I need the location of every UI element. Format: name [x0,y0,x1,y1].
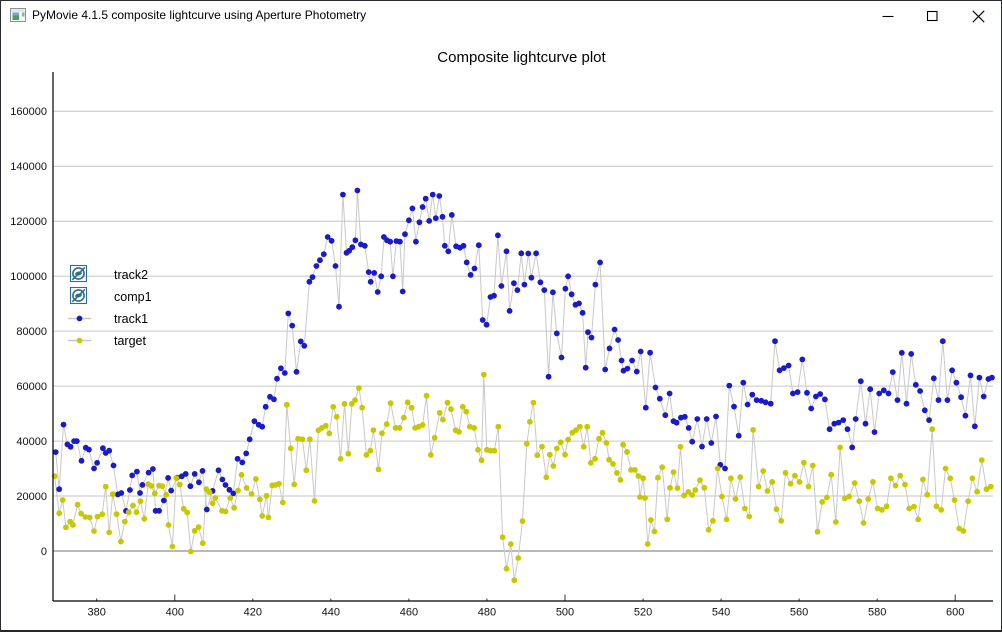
svg-text:40000: 40000 [16,436,47,448]
svg-text:480: 480 [478,607,496,619]
svg-text:0: 0 [41,546,47,558]
svg-text:140000: 140000 [10,161,47,173]
svg-text:20000: 20000 [16,491,47,503]
svg-text:420: 420 [244,607,262,619]
svg-text:track1: track1 [114,312,148,326]
svg-text:PyMovie 4.1.5 composite lightc: PyMovie 4.1.5 composite lightcurve using… [32,8,366,22]
svg-text:460: 460 [400,607,418,619]
svg-text:Composite lightcurve plot: Composite lightcurve plot [437,49,606,66]
svg-text:track2: track2 [114,268,148,282]
svg-text:540: 540 [712,607,730,619]
svg-text:100000: 100000 [10,271,47,283]
svg-text:380: 380 [88,607,106,619]
svg-text:comp1: comp1 [114,290,152,304]
svg-text:500: 500 [556,607,574,619]
svg-text:120000: 120000 [10,216,47,228]
svg-text:60000: 60000 [16,381,47,393]
svg-text:160000: 160000 [10,106,47,118]
svg-text:580: 580 [868,607,886,619]
svg-text:target: target [114,334,146,348]
svg-text:400: 400 [166,607,184,619]
svg-text:440: 440 [322,607,340,619]
svg-text:80000: 80000 [16,326,47,338]
svg-text:520: 520 [634,607,652,619]
svg-text:600: 600 [946,607,964,619]
svg-text:560: 560 [790,607,808,619]
